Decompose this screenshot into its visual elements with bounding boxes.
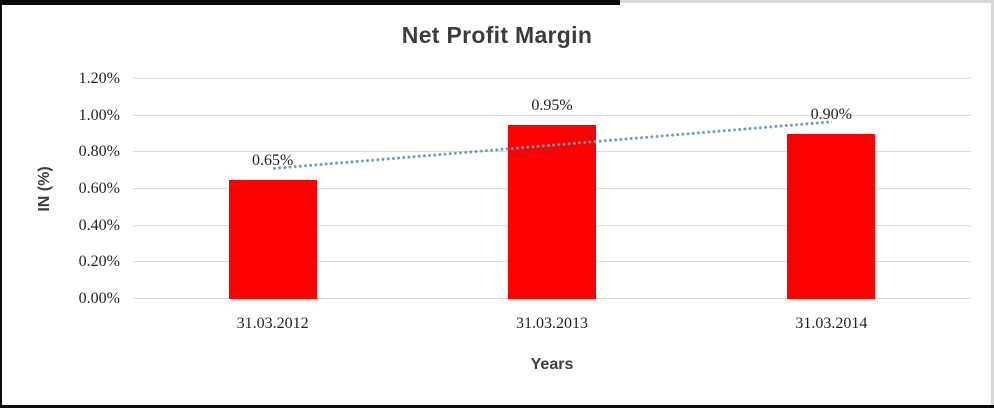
y-tick-label: 0.20% <box>78 253 120 271</box>
frame-border-right <box>991 0 994 408</box>
y-tick-label: 0.00% <box>78 290 120 307</box>
y-tick-label: 0.40% <box>78 216 120 234</box>
frame-border-top-black <box>0 0 620 5</box>
bar-data-label: 0.65% <box>251 151 294 169</box>
x-category-label: 31.03.2013 <box>516 315 588 332</box>
bar-data-label: 0.90% <box>810 106 852 123</box>
frame-border-bottom <box>0 405 994 408</box>
frame-border-left <box>0 0 2 408</box>
x-axis-title: Years <box>530 356 574 373</box>
bar <box>787 134 876 299</box>
y-tick-label: 1.00% <box>78 106 120 124</box>
y-tick-label: 0.60% <box>78 180 120 197</box>
frame-border-top-gray <box>620 0 994 3</box>
y-tick-label: 1.20% <box>78 70 120 87</box>
gridline <box>133 114 971 116</box>
bar <box>508 124 596 299</box>
y-tick-label: 0.80% <box>78 143 120 161</box>
plot-area: 0.65% 0.95% 0.90% <box>133 78 971 299</box>
bar-data-label: 0.95% <box>531 96 573 114</box>
gridline <box>133 78 971 79</box>
x-category-label: 31.03.2014 <box>795 315 868 332</box>
x-category-label: 31.03.2012 <box>236 315 309 332</box>
x-axis-category-labels: 31.03.2012 31.03.2013 31.03.2014 <box>133 315 971 337</box>
bar <box>228 179 317 299</box>
chart-title: Net Profit Margin <box>401 22 593 48</box>
